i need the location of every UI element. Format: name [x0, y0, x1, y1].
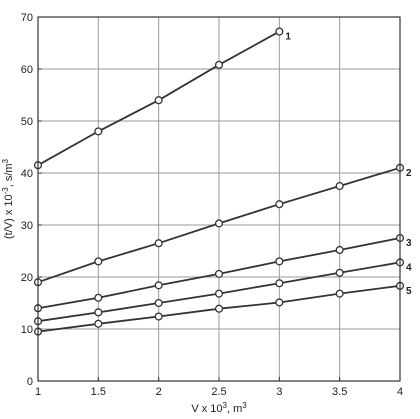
data-point	[154, 312, 163, 321]
data-point	[94, 308, 103, 317]
y-tick-label: 10	[21, 324, 33, 336]
series-3: 3	[33, 233, 412, 313]
x-tick-label: 3.5	[332, 386, 347, 398]
grid	[37, 16, 401, 382]
y-axis-title: (t/V) x 10-3, s/m3	[1, 158, 15, 239]
data-point	[154, 281, 163, 290]
y-tick-label: 50	[21, 116, 33, 128]
x-axis-title: V x 103, m3	[191, 401, 247, 415]
data-point	[214, 219, 224, 228]
data-point	[214, 304, 224, 313]
series-5: 5	[33, 281, 412, 336]
data-point	[275, 257, 284, 266]
data-point	[154, 96, 163, 105]
series-label: 2	[406, 168, 412, 179]
y-tick-label: 20	[21, 272, 33, 284]
data-point	[94, 127, 103, 136]
x-tick-label: 2	[156, 386, 162, 398]
x-tick-label: 1	[35, 386, 41, 398]
series-group: 1 2 3 4 5	[33, 27, 412, 336]
data-point	[94, 293, 103, 302]
y-tick-label: 70	[21, 12, 33, 24]
series-label: 1	[285, 32, 291, 43]
data-point	[335, 181, 344, 191]
series-label: 5	[406, 286, 412, 297]
series-1: 1	[33, 27, 291, 170]
data-point	[275, 298, 284, 307]
x-tick-label: 3	[276, 386, 282, 398]
series-label: 4	[406, 262, 412, 273]
series-label: 3	[406, 238, 412, 249]
data-point	[94, 319, 103, 328]
data-point	[94, 257, 103, 266]
data-point	[275, 279, 284, 288]
data-point	[335, 245, 344, 255]
y-tick-label: 0	[27, 376, 33, 388]
x-tick-label: 2.5	[211, 386, 226, 398]
x-tick-label: 1.5	[91, 386, 106, 398]
y-tick-label: 40	[21, 168, 33, 180]
data-point	[275, 200, 284, 209]
data-point	[335, 289, 344, 298]
data-point	[214, 289, 224, 298]
y-tick-label: 60	[21, 64, 33, 76]
data-point	[214, 60, 224, 69]
y-tick-label: 30	[21, 220, 33, 232]
data-point	[335, 268, 344, 277]
data-point	[214, 269, 224, 278]
x-tick-label: 4	[397, 386, 403, 398]
data-point	[275, 27, 284, 36]
data-point	[154, 239, 163, 248]
data-point	[154, 298, 163, 308]
